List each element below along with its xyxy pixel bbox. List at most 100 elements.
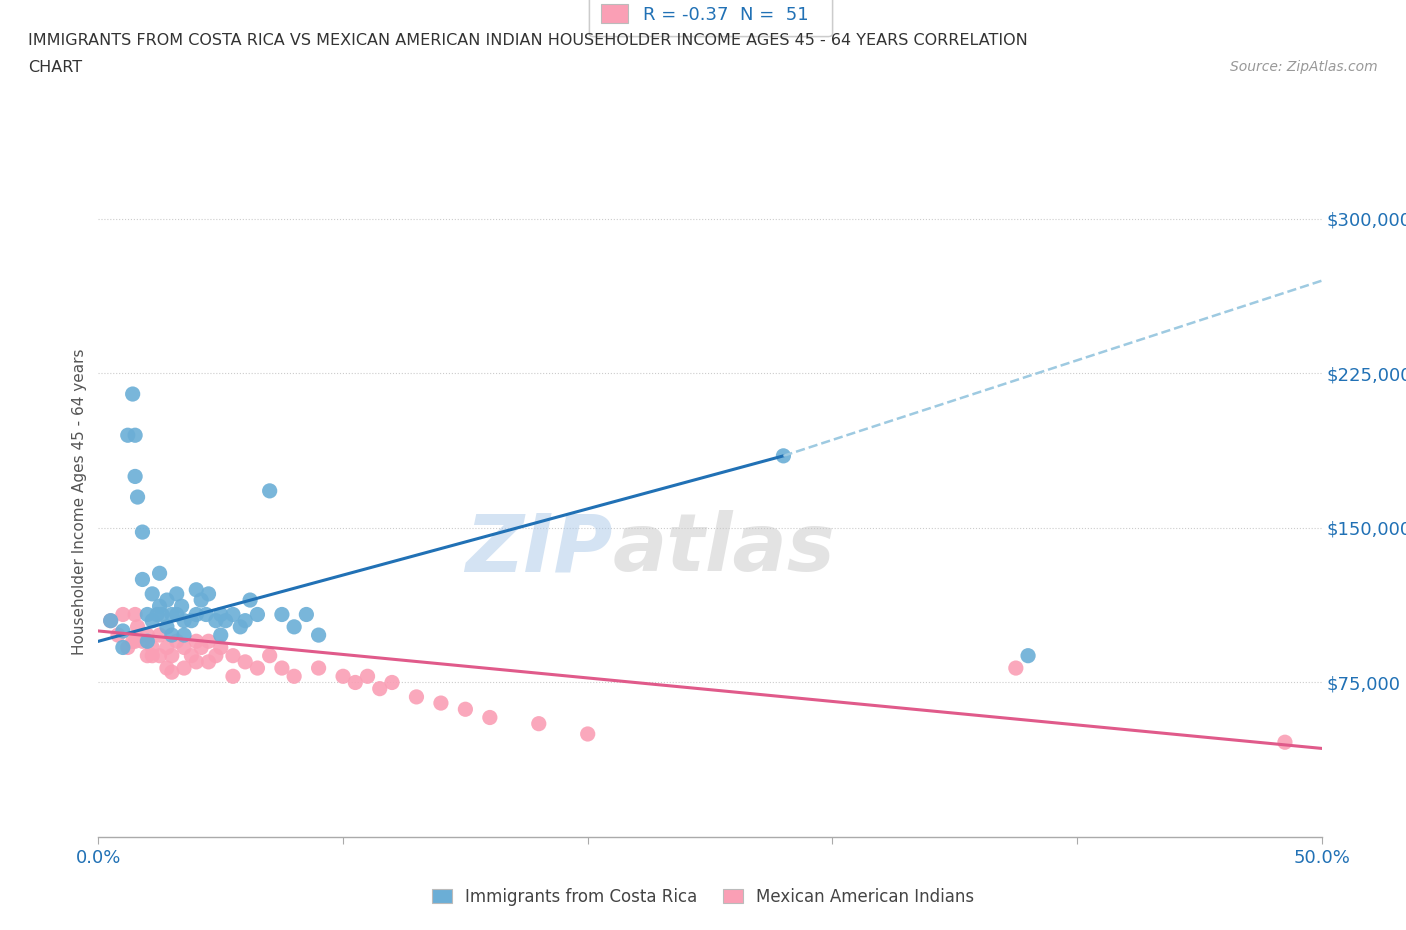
- Point: [111, 640, 134, 655]
- Point: [233, 655, 256, 670]
- Point: [149, 648, 172, 663]
- Point: [100, 613, 122, 628]
- Point: [270, 607, 294, 622]
- Point: [160, 665, 183, 680]
- Point: [156, 592, 179, 607]
- Legend: R =  0.207   N = 49, R = -0.37  N =  51: R = 0.207 N = 49, R = -0.37 N = 51: [589, 0, 831, 36]
- Point: [136, 648, 159, 663]
- Point: [209, 607, 232, 622]
- Point: [229, 619, 252, 634]
- Point: [146, 607, 169, 622]
- Point: [478, 711, 501, 725]
- Point: [259, 648, 281, 663]
- Point: [356, 669, 378, 684]
- Point: [141, 613, 163, 628]
- Point: [308, 660, 330, 675]
- Point: [381, 675, 404, 690]
- Point: [170, 599, 193, 614]
- Point: [136, 607, 159, 622]
- Point: [141, 640, 163, 655]
- Point: [246, 660, 269, 675]
- Point: [173, 660, 195, 675]
- Point: [160, 628, 183, 643]
- Point: [156, 640, 179, 655]
- Point: [239, 592, 262, 607]
- Point: [283, 619, 305, 634]
- Point: [308, 628, 330, 643]
- Text: IMMIGRANTS FROM COSTA RICA VS MEXICAN AMERICAN INDIAN HOUSEHOLDER INCOME AGES 45: IMMIGRANTS FROM COSTA RICA VS MEXICAN AM…: [28, 33, 1028, 47]
- Point: [173, 613, 195, 628]
- Point: [405, 689, 427, 704]
- Point: [149, 565, 172, 580]
- Point: [131, 525, 153, 539]
- Point: [454, 702, 477, 717]
- Point: [173, 640, 195, 655]
- Point: [209, 628, 232, 643]
- Point: [190, 592, 212, 607]
- Point: [214, 613, 236, 628]
- Point: [186, 607, 208, 622]
- Point: [368, 681, 391, 696]
- Point: [127, 619, 149, 634]
- Legend: Immigrants from Costa Rica, Mexican American Indians: Immigrants from Costa Rica, Mexican Amer…: [425, 881, 981, 912]
- Point: [127, 489, 149, 504]
- Point: [117, 640, 139, 655]
- Point: [1004, 660, 1026, 675]
- Point: [186, 634, 208, 649]
- Point: [1017, 648, 1039, 663]
- Point: [166, 587, 188, 602]
- Point: [222, 669, 245, 684]
- Point: [180, 648, 202, 663]
- Text: CHART: CHART: [28, 60, 82, 75]
- Point: [150, 607, 173, 622]
- Point: [149, 599, 172, 614]
- Point: [772, 448, 794, 463]
- Point: [124, 634, 146, 649]
- Point: [190, 640, 212, 655]
- Point: [141, 648, 163, 663]
- Point: [131, 572, 153, 587]
- Point: [124, 607, 146, 622]
- Point: [197, 634, 219, 649]
- Text: ZIP: ZIP: [465, 510, 612, 588]
- Point: [117, 428, 139, 443]
- Point: [283, 669, 305, 684]
- Point: [270, 660, 294, 675]
- Point: [197, 655, 219, 670]
- Point: [131, 634, 153, 649]
- Point: [233, 613, 256, 628]
- Point: [100, 613, 122, 628]
- Text: Source: ZipAtlas.com: Source: ZipAtlas.com: [1230, 60, 1378, 74]
- Point: [141, 587, 163, 602]
- Point: [222, 648, 245, 663]
- Point: [1274, 735, 1296, 750]
- Point: [149, 628, 172, 643]
- Point: [186, 582, 208, 597]
- Point: [107, 628, 129, 643]
- Y-axis label: Householder Income Ages 45 - 64 years: Householder Income Ages 45 - 64 years: [72, 349, 87, 656]
- Point: [156, 660, 179, 675]
- Point: [121, 387, 143, 402]
- Point: [246, 607, 269, 622]
- Point: [205, 648, 228, 663]
- Point: [156, 619, 179, 634]
- Point: [124, 469, 146, 484]
- Point: [111, 607, 134, 622]
- Point: [332, 669, 354, 684]
- Point: [259, 484, 281, 498]
- Point: [180, 613, 202, 628]
- Point: [121, 634, 143, 649]
- Point: [136, 634, 159, 649]
- Point: [136, 628, 159, 643]
- Point: [430, 696, 453, 711]
- Point: [160, 607, 183, 622]
- Point: [205, 613, 228, 628]
- Point: [124, 428, 146, 443]
- Point: [166, 634, 188, 649]
- Point: [295, 607, 318, 622]
- Point: [160, 648, 183, 663]
- Point: [209, 640, 232, 655]
- Point: [197, 587, 219, 602]
- Point: [186, 655, 208, 670]
- Text: atlas: atlas: [612, 510, 835, 588]
